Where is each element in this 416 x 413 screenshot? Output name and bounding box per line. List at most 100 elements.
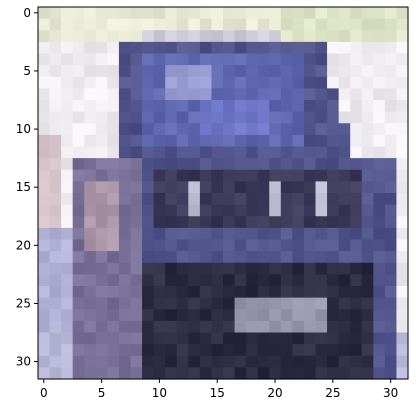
pixel	[61, 123, 74, 136]
pixel	[38, 320, 51, 334]
pixel	[350, 111, 363, 124]
pixel	[303, 193, 317, 206]
pixel	[257, 18, 270, 31]
pixel	[396, 239, 409, 252]
pixel	[153, 30, 166, 43]
pixel	[384, 297, 398, 310]
pixel	[315, 181, 328, 194]
y-tick-label: 0	[23, 6, 31, 20]
pixel	[38, 204, 51, 217]
pixel	[118, 100, 132, 113]
pixel	[223, 193, 236, 206]
pixel	[257, 239, 270, 252]
pixel	[292, 181, 305, 194]
pixel	[303, 100, 317, 113]
pixel	[176, 227, 189, 241]
pixel	[153, 181, 166, 194]
y-axis: 0 5 10 15 20 25 30	[16, 6, 38, 369]
pixel	[327, 111, 340, 124]
pixel	[373, 100, 386, 113]
pixel	[95, 169, 108, 182]
pixel	[292, 355, 305, 368]
pixel	[234, 111, 247, 124]
pixel	[269, 111, 282, 124]
pixel	[384, 169, 398, 182]
pixel	[49, 30, 62, 43]
pixel	[327, 262, 340, 275]
pixel	[257, 193, 270, 206]
pixel	[327, 367, 340, 380]
pixel	[199, 193, 213, 206]
pixel	[384, 18, 398, 31]
pixel	[95, 158, 108, 171]
pixel	[269, 134, 282, 148]
pixel	[338, 286, 351, 299]
pixel	[303, 274, 317, 287]
pixel	[280, 181, 293, 194]
pixel	[315, 41, 328, 55]
pixel	[350, 309, 363, 322]
pixel	[118, 297, 132, 310]
pixel	[61, 100, 74, 113]
pixel	[165, 76, 178, 89]
pixel	[223, 53, 236, 66]
pixel	[373, 344, 386, 357]
pixel	[350, 158, 363, 171]
pixel	[373, 251, 386, 264]
pixel	[234, 274, 247, 287]
pixel	[350, 65, 363, 78]
pixel	[95, 123, 108, 136]
pixel	[280, 355, 293, 368]
pixel	[327, 320, 340, 334]
pixel	[61, 297, 74, 310]
pixel	[384, 227, 398, 241]
pixel	[72, 76, 85, 89]
pixel	[72, 274, 85, 287]
pixel	[338, 123, 351, 136]
pixel	[350, 88, 363, 101]
pixel	[95, 65, 108, 78]
pixel	[49, 181, 62, 194]
pixel	[211, 239, 224, 252]
pixel	[199, 53, 213, 66]
pixel	[292, 216, 305, 229]
pixel	[38, 309, 51, 322]
pixel	[350, 181, 363, 194]
pixel	[199, 100, 213, 113]
pixel	[384, 181, 398, 194]
pixel	[95, 41, 108, 55]
pixel	[211, 111, 224, 124]
pixel	[338, 181, 351, 194]
pixel	[72, 146, 85, 159]
pixel	[338, 41, 351, 55]
pixel	[84, 216, 97, 229]
pixel	[396, 251, 409, 264]
pixel	[280, 100, 293, 113]
pixel	[292, 41, 305, 55]
pixel	[38, 169, 51, 182]
pixel	[95, 18, 108, 31]
pixel	[303, 216, 317, 229]
pixel	[176, 286, 189, 299]
pixel	[61, 355, 74, 368]
pixel	[223, 251, 236, 264]
pixel	[38, 53, 51, 66]
pixel	[384, 30, 398, 43]
pixel	[61, 30, 74, 43]
pixel	[223, 227, 236, 241]
pixel	[84, 100, 97, 113]
pixel	[130, 158, 143, 171]
pixel	[38, 76, 51, 89]
pixel	[165, 344, 178, 357]
pixel	[211, 355, 224, 368]
pixel	[188, 216, 201, 229]
pixel	[373, 297, 386, 310]
pixel	[327, 332, 340, 345]
pixel	[95, 76, 108, 89]
pixel	[350, 251, 363, 264]
pixel	[223, 204, 236, 217]
pixel	[199, 111, 213, 124]
pixel	[246, 286, 259, 299]
pixel	[315, 53, 328, 66]
pixel	[130, 367, 143, 380]
